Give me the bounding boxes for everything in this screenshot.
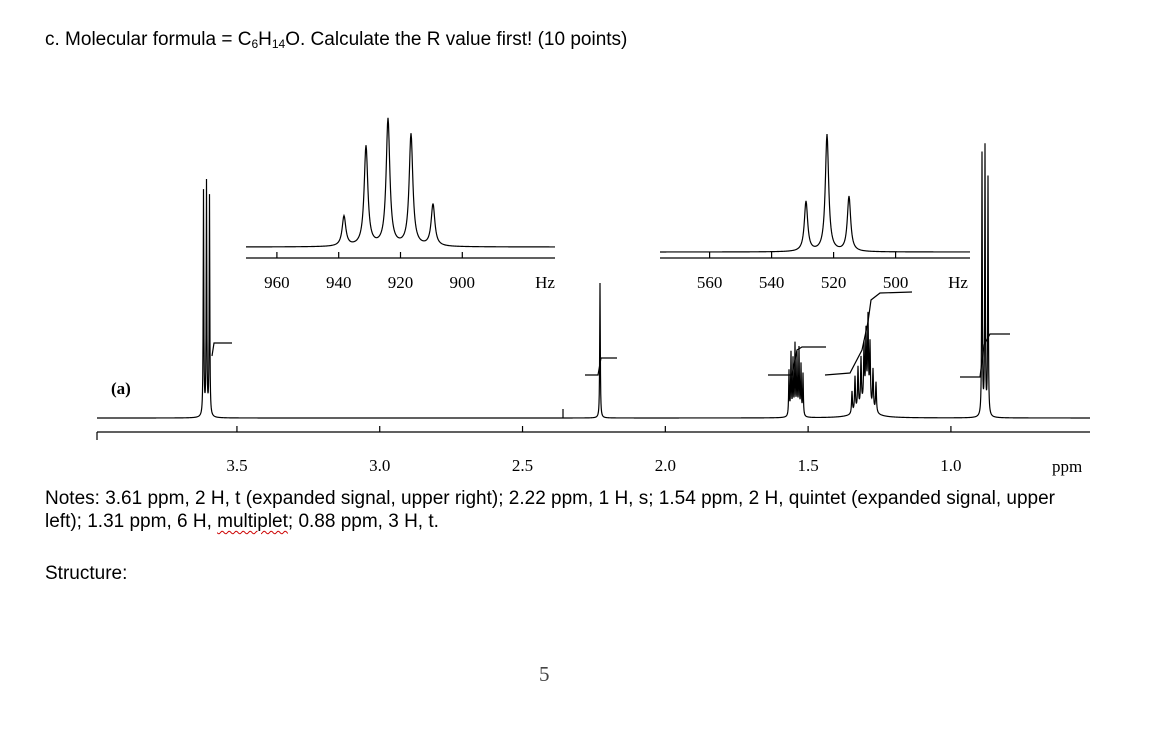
integral bbox=[960, 333, 1010, 378]
notes-text: ; 0.88 ppm, 3 H, t. bbox=[287, 511, 439, 532]
structure-label: Structure: bbox=[45, 563, 128, 584]
question-text: c. Molecular formula = C bbox=[45, 29, 252, 50]
tick-label: 540 bbox=[759, 273, 785, 292]
tick-label: 2.5 bbox=[512, 456, 533, 475]
axis-unit: ppm bbox=[1052, 457, 1082, 476]
tick-label: 1.5 bbox=[797, 456, 818, 475]
tick-label: 920 bbox=[388, 273, 414, 292]
inset-unit: Hz bbox=[948, 273, 968, 292]
tick-label: 900 bbox=[450, 273, 476, 292]
tick-label: 520 bbox=[821, 273, 847, 292]
tick-label: 2.0 bbox=[655, 456, 676, 475]
question: c. Molecular formula = C6H14O. Calculate… bbox=[45, 29, 627, 51]
subscript: 14 bbox=[271, 37, 286, 51]
tick-label: 3.5 bbox=[226, 456, 247, 475]
tick-label: 1.0 bbox=[940, 456, 961, 475]
spectrum-trace bbox=[97, 143, 1090, 419]
subscript: 6 bbox=[251, 37, 259, 51]
question-text: H bbox=[258, 29, 272, 50]
spectrum-trace bbox=[660, 134, 970, 253]
nmr-spectrum: (a) ppm 3.5 3.0 2.5 2.0 1.5 1.0 960 940 920 900 56… bbox=[96, 117, 1090, 476]
integral bbox=[211, 342, 232, 357]
tick-label: 500 bbox=[883, 273, 909, 292]
tick-label: 960 bbox=[264, 273, 290, 292]
tick-label: 560 bbox=[697, 273, 723, 292]
tick-label: 3.0 bbox=[369, 456, 390, 475]
notes-text: Notes: 3.61 ppm, 2 H, t (expanded signal… bbox=[45, 488, 1055, 532]
tick-label: 940 bbox=[326, 273, 352, 292]
integral bbox=[768, 346, 826, 376]
question-text: O. Calculate the R value first! (10 poin… bbox=[285, 29, 628, 50]
page-number: 5 bbox=[539, 662, 550, 686]
notes-flagged-word: multiplet bbox=[217, 511, 288, 532]
notes: Notes: 3.61 ppm, 2 H, t (expanded signal… bbox=[45, 487, 1055, 533]
spectrum-label: (a) bbox=[111, 379, 131, 398]
inset-unit: Hz bbox=[535, 273, 555, 292]
spectrum-trace bbox=[245, 117, 555, 248]
